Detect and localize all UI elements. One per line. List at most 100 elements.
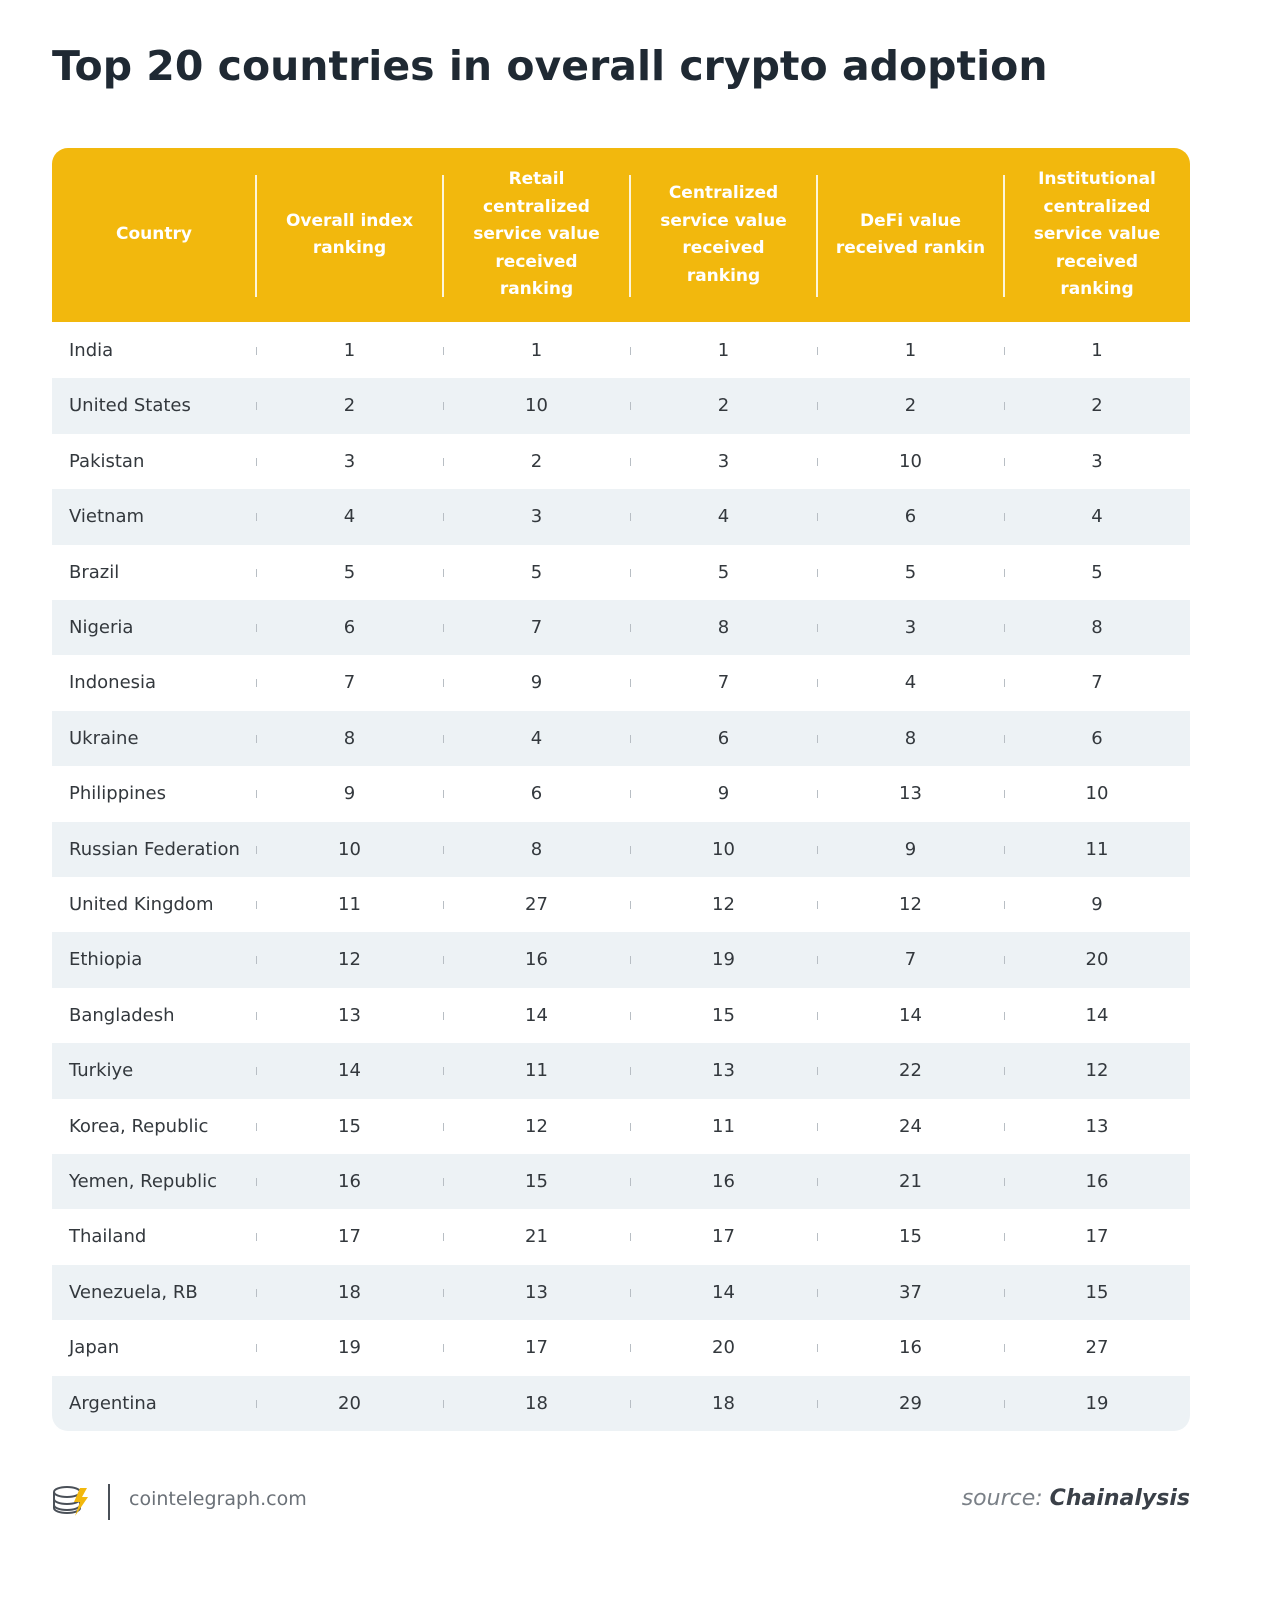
row-divider xyxy=(256,457,257,466)
rank-cell: 11 xyxy=(338,894,361,915)
row-divider xyxy=(443,513,444,522)
rank-cell: 14 xyxy=(712,1281,735,1303)
table-row: United Kingdom 11 27 12 12 9 xyxy=(52,877,1190,932)
rank-cell: 27 xyxy=(525,894,548,915)
rank-cell: 16 xyxy=(525,949,548,971)
row-divider xyxy=(630,1344,631,1353)
table-row: Venezuela, RB 18 13 14 37 15 xyxy=(52,1264,1190,1321)
table-row: Yemen, Republic 16 15 16 21 16 xyxy=(52,1154,1190,1210)
rank-cell: 20 xyxy=(712,1337,735,1359)
row-divider xyxy=(256,1178,257,1186)
row-divider xyxy=(817,1233,818,1242)
row-divider xyxy=(1004,1233,1005,1242)
rank-cell: 9 xyxy=(904,838,917,860)
row-divider xyxy=(443,624,444,632)
rank-cell: 10 xyxy=(899,450,922,472)
row-divider xyxy=(1004,568,1005,577)
row-divider xyxy=(630,790,631,799)
rank-cell: 9 xyxy=(343,783,356,805)
rank-cell: 1 xyxy=(717,340,730,361)
header-cell: Overall index ranking xyxy=(256,148,443,322)
rank-cell: 22 xyxy=(899,1060,922,1082)
row-divider xyxy=(1004,347,1005,355)
rank-cell: 2 xyxy=(904,395,917,417)
row-divider xyxy=(817,956,818,965)
rank-cell: 13 xyxy=(525,1281,548,1303)
row-divider xyxy=(817,679,818,688)
rank-cell: 4 xyxy=(530,727,543,749)
country-cell: Pakistan xyxy=(69,450,145,472)
rank-cell: 15 xyxy=(712,1004,735,1026)
header-text: DeFi value received rankin xyxy=(835,210,986,259)
rank-cell: 1 xyxy=(530,340,543,361)
row-divider xyxy=(1004,790,1005,799)
row-divider xyxy=(630,624,631,632)
rank-cell: 5 xyxy=(343,561,356,583)
row-divider xyxy=(443,1067,444,1076)
footer-divider xyxy=(108,1484,110,1520)
row-divider xyxy=(630,734,631,743)
row-divider xyxy=(817,790,818,799)
row-divider xyxy=(443,956,444,965)
rank-cell: 19 xyxy=(712,949,735,971)
row-divider xyxy=(630,513,631,522)
row-divider xyxy=(256,790,257,799)
row-divider xyxy=(817,1344,818,1353)
row-divider xyxy=(1004,1122,1005,1131)
table-row: Brazil 5 5 5 5 5 xyxy=(52,545,1190,600)
rank-cell: 6 xyxy=(904,506,917,528)
rank-cell: 7 xyxy=(717,672,730,694)
header-divider xyxy=(442,175,444,297)
rank-cell: 3 xyxy=(1091,450,1103,472)
row-divider xyxy=(817,1011,818,1020)
rank-cell: 14 xyxy=(1085,1004,1109,1026)
row-divider xyxy=(817,402,818,411)
row-divider xyxy=(443,845,444,854)
rank-cell: 37 xyxy=(899,1281,922,1303)
row-divider xyxy=(630,402,631,411)
country-cell: Russian Federation xyxy=(69,838,240,860)
country-cell: Korea, Republic xyxy=(69,1115,209,1137)
country-cell: Brazil xyxy=(69,561,120,583)
table-row: Argentina 20 18 18 29 19 xyxy=(52,1375,1190,1431)
table-row: Philippines 9 6 9 13 10 xyxy=(52,766,1190,821)
row-divider xyxy=(256,1344,257,1353)
rank-cell: 6 xyxy=(1091,727,1103,749)
row-divider xyxy=(817,901,818,909)
row-divider xyxy=(630,845,631,854)
table-row: United States 2 10 2 2 2 xyxy=(52,378,1190,434)
rank-cell: 3 xyxy=(904,617,917,638)
row-divider xyxy=(256,845,257,854)
row-divider xyxy=(630,1011,631,1020)
table-row: Thailand 17 21 17 15 17 xyxy=(52,1209,1190,1264)
rank-cell: 13 xyxy=(899,783,922,805)
country-cell: Bangladesh xyxy=(69,1004,175,1026)
rank-cell: 5 xyxy=(1091,561,1103,583)
rank-cell: 2 xyxy=(530,450,543,472)
rank-cell: 19 xyxy=(338,1337,361,1359)
country-cell: Philippines xyxy=(69,783,166,805)
row-divider xyxy=(443,790,444,799)
rank-cell: 12 xyxy=(899,894,922,915)
rank-cell: 2 xyxy=(1091,395,1103,417)
footer-source: source: Chainalysis xyxy=(962,1486,1190,1511)
row-divider xyxy=(443,679,444,688)
rank-cell: 15 xyxy=(1085,1281,1109,1303)
rank-cell: 3 xyxy=(343,450,356,472)
rank-cell: 4 xyxy=(717,506,730,528)
rank-cell: 11 xyxy=(1085,838,1109,860)
rank-cell: 15 xyxy=(338,1115,361,1137)
row-divider xyxy=(256,1288,257,1297)
country-cell: Ukraine xyxy=(69,727,139,749)
row-divider xyxy=(817,457,818,466)
country-cell: Ethiopia xyxy=(69,949,143,971)
row-divider xyxy=(817,734,818,743)
row-divider xyxy=(443,734,444,743)
country-cell: India xyxy=(69,340,114,361)
rank-cell: 17 xyxy=(712,1226,735,1248)
row-divider xyxy=(256,1011,257,1020)
row-divider xyxy=(1004,845,1005,854)
title: Top 20 countries in overall crypto adopt… xyxy=(52,42,1048,90)
country-cell: Nigeria xyxy=(69,617,134,638)
row-divider xyxy=(443,568,444,577)
